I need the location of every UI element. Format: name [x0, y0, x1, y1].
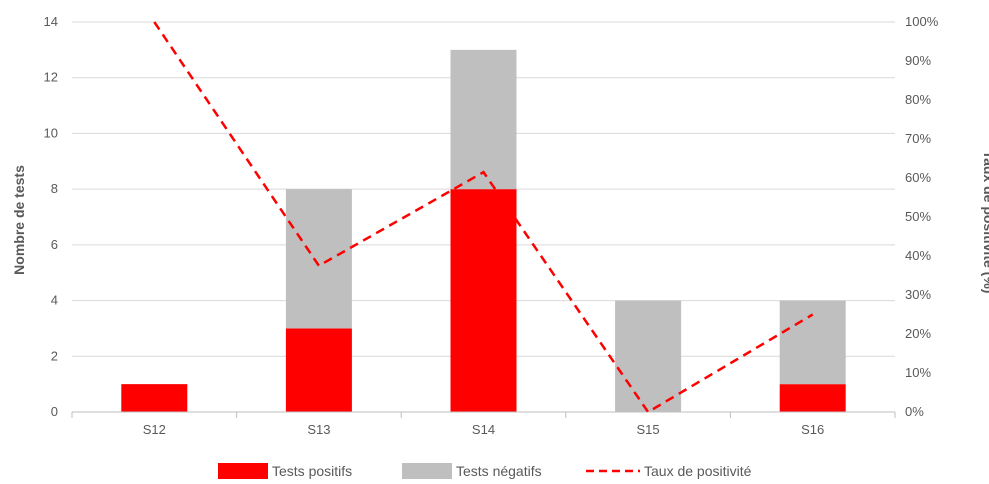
y2-tick-label: 70%: [905, 131, 931, 146]
bar-positifs: [450, 189, 517, 412]
legend-label-negatifs: Tests négatifs: [456, 463, 542, 479]
legend-swatch-negatifs: [402, 463, 452, 479]
y2-tick-label: 30%: [905, 287, 931, 302]
positivity-line-path: [153, 21, 814, 414]
tick-labels: 0 2 4 6 8 10 12 14 0% 10% 20% 30% 40% 50% 60% 70% 80% 90%…: [44, 14, 939, 437]
x-tick-label: S13: [307, 422, 330, 437]
legend-swatch-positifs: [218, 463, 268, 479]
y-tick-label: 14: [44, 14, 58, 29]
axes: [71, 411, 896, 418]
legend: Tests positifs Tests négatifs Taux de po…: [218, 463, 752, 479]
legend-label-positifs: Tests positifs: [272, 463, 352, 479]
y2-axis-title: Taux de positivité (%): [981, 151, 989, 294]
y2-tick-label: 40%: [905, 248, 931, 263]
y-axis-title: Nombre de tests: [11, 165, 27, 275]
y-tick-label: 6: [51, 237, 58, 252]
bar-positifs: [285, 328, 352, 412]
x-tick-label: S16: [801, 422, 824, 437]
y-tick-label: 0: [51, 404, 58, 419]
bar-positifs: [121, 384, 188, 412]
bar-positifs: [779, 384, 846, 412]
bar-negatifs: [615, 300, 682, 412]
bars: [121, 49, 846, 412]
bar-negatifs: [779, 300, 846, 385]
y2-tick-label: 60%: [905, 170, 931, 185]
y2-tick-label: 80%: [905, 92, 931, 107]
y-tick-label: 12: [44, 70, 58, 85]
y-tick-label: 4: [51, 293, 58, 308]
y2-tick-label: 20%: [905, 326, 931, 341]
bar-negatifs: [285, 189, 352, 329]
y2-tick-label: 50%: [905, 209, 931, 224]
y-tick-label: 2: [51, 348, 58, 363]
y-tick-label: 10: [44, 125, 58, 140]
y2-tick-label: 100%: [905, 14, 939, 29]
x-tick-label: S12: [143, 422, 166, 437]
positivity-line: [153, 21, 814, 414]
x-tick-label: S14: [472, 422, 495, 437]
y-tick-label: 8: [51, 181, 58, 196]
bar-negatifs: [450, 49, 517, 190]
y2-tick-label: 0%: [905, 404, 924, 419]
legend-label-taux: Taux de positivité: [644, 463, 752, 479]
y2-tick-label: 10%: [905, 365, 931, 380]
x-tick-label: S15: [637, 422, 660, 437]
y2-tick-label: 90%: [905, 53, 931, 68]
